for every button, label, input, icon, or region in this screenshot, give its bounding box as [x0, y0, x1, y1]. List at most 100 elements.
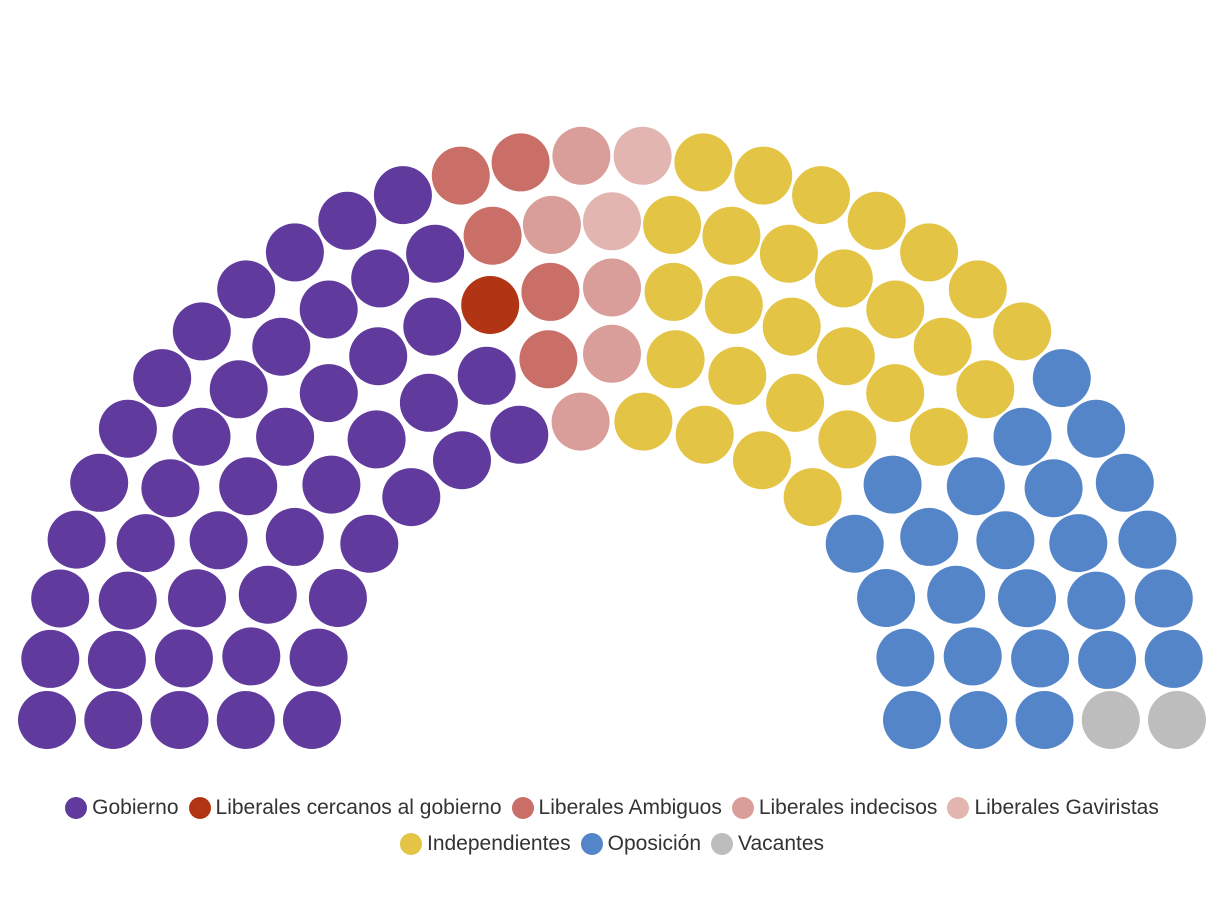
legend-label: Liberales Ambiguos	[538, 796, 722, 819]
seat-independientes	[818, 410, 877, 469]
seat-gobierno	[21, 629, 80, 688]
seat-independientes	[762, 297, 821, 356]
seat-gobierno	[349, 327, 408, 386]
seat-independientes	[704, 276, 763, 334]
legend-swatch	[65, 797, 88, 819]
parliament-chart	[18, 126, 1206, 749]
seat-vacantes	[1081, 691, 1140, 749]
seat-gobierno	[256, 407, 315, 466]
seat-gobierno	[133, 349, 192, 408]
seat-gobierno	[216, 691, 275, 749]
legend-item: Independientes	[399, 832, 571, 856]
seat-gobierno	[299, 280, 358, 339]
seat-independientes	[948, 260, 1007, 319]
seat-gobierno	[382, 468, 441, 527]
seat-independientes	[866, 280, 925, 339]
seat-gobierno	[406, 224, 465, 283]
seat-gobierno	[141, 459, 200, 518]
seat-gobierno	[18, 691, 76, 749]
seat-gobierno	[98, 571, 157, 630]
seat-oposicion	[976, 511, 1035, 570]
seat-oposicion	[927, 565, 986, 624]
seat-gobierno	[47, 510, 106, 569]
seat-independientes	[913, 317, 972, 376]
seat-independientes	[909, 407, 968, 466]
seat-gobierno	[172, 302, 231, 361]
seat-independientes	[675, 405, 734, 464]
seat-liberales-ambiguos	[431, 146, 490, 205]
seat-gobierno	[490, 405, 549, 464]
legend-label: Liberales indecisos	[758, 796, 938, 819]
seat-gobierno	[31, 569, 90, 628]
seat-oposicion	[946, 457, 1005, 516]
seat-gobierno	[222, 627, 281, 686]
legend-label: Independientes	[426, 832, 571, 855]
seat-gobierno	[189, 511, 248, 570]
seat-gobierno	[70, 453, 129, 512]
seat-oposicion	[863, 455, 922, 514]
seat-oposicion	[857, 569, 916, 627]
legend: Gobierno Liberales cercanos al gobierno Li…	[0, 796, 1224, 856]
seat-oposicion	[1067, 571, 1126, 630]
seat-gobierno	[373, 166, 432, 225]
seat-oposicion	[1134, 569, 1193, 628]
legend-row: Independientes Oposición Vacantes	[399, 832, 824, 856]
seat-liberales-indecisos	[552, 126, 611, 185]
seat-independientes	[783, 468, 842, 527]
seat-independientes	[956, 360, 1015, 419]
seat-gobierno	[302, 455, 361, 514]
seat-liberales-ambiguos	[519, 330, 578, 389]
seat-gobierno	[150, 691, 209, 749]
seat-gobierno	[154, 629, 213, 688]
seat-gobierno	[98, 399, 157, 458]
seat-oposicion	[1032, 349, 1091, 408]
seat-independientes	[643, 195, 702, 254]
seat-oposicion	[1078, 630, 1137, 689]
seat-independientes	[792, 166, 851, 225]
seat-oposicion	[1144, 629, 1203, 688]
seat-independientes	[900, 223, 959, 282]
seat-gobierno	[172, 407, 231, 466]
seat-independientes	[702, 206, 761, 265]
seat-liberales-cercanos-al-gobierno	[461, 276, 520, 334]
seat-liberales-indecisos	[583, 258, 641, 317]
legend-item: Oposición	[580, 832, 701, 856]
legend-swatch	[399, 833, 422, 855]
seat-liberales-gaviristas	[583, 192, 641, 251]
legend-item: Liberales Ambiguos	[511, 796, 722, 820]
seat-gobierno	[347, 410, 406, 469]
legend-label: Liberales Gaviristas	[974, 796, 1159, 819]
seat-gobierno	[217, 260, 276, 319]
seat-independientes	[766, 373, 825, 432]
seat-oposicion	[1118, 510, 1177, 569]
seat-oposicion	[1024, 459, 1083, 518]
seat-liberales-indecisos	[522, 195, 581, 254]
seat-independientes	[733, 431, 791, 490]
legend-label: Vacantes	[738, 832, 825, 855]
seat-gobierno	[283, 691, 341, 749]
seat-gobierno	[299, 364, 358, 423]
seat-oposicion	[1049, 514, 1108, 573]
seat-gobierno	[209, 360, 268, 419]
seat-independientes	[674, 133, 733, 192]
seat-liberales-indecisos	[583, 324, 641, 383]
seat-gobierno	[289, 628, 348, 687]
seat-independientes	[866, 364, 925, 423]
legend-item: Liberales cercanos al gobierno	[188, 796, 502, 820]
seat-liberales-ambiguos	[521, 262, 580, 321]
seat-liberales-ambiguos	[491, 133, 550, 192]
legend-swatch	[711, 833, 734, 855]
seat-gobierno	[457, 346, 516, 405]
seat-oposicion	[1067, 399, 1126, 458]
seat-oposicion	[1015, 691, 1074, 749]
seat-liberales-indecisos	[551, 392, 610, 451]
seat-independientes	[614, 392, 673, 451]
legend-item: Liberales Gaviristas	[947, 796, 1159, 820]
seat-independientes	[644, 262, 703, 321]
seat-vacantes	[1148, 691, 1206, 749]
seat-gobierno	[116, 514, 175, 573]
legend-item: Vacantes	[711, 832, 824, 856]
legend-swatch	[580, 833, 603, 855]
seat-independientes	[708, 346, 767, 405]
seat-gobierno	[252, 317, 311, 376]
